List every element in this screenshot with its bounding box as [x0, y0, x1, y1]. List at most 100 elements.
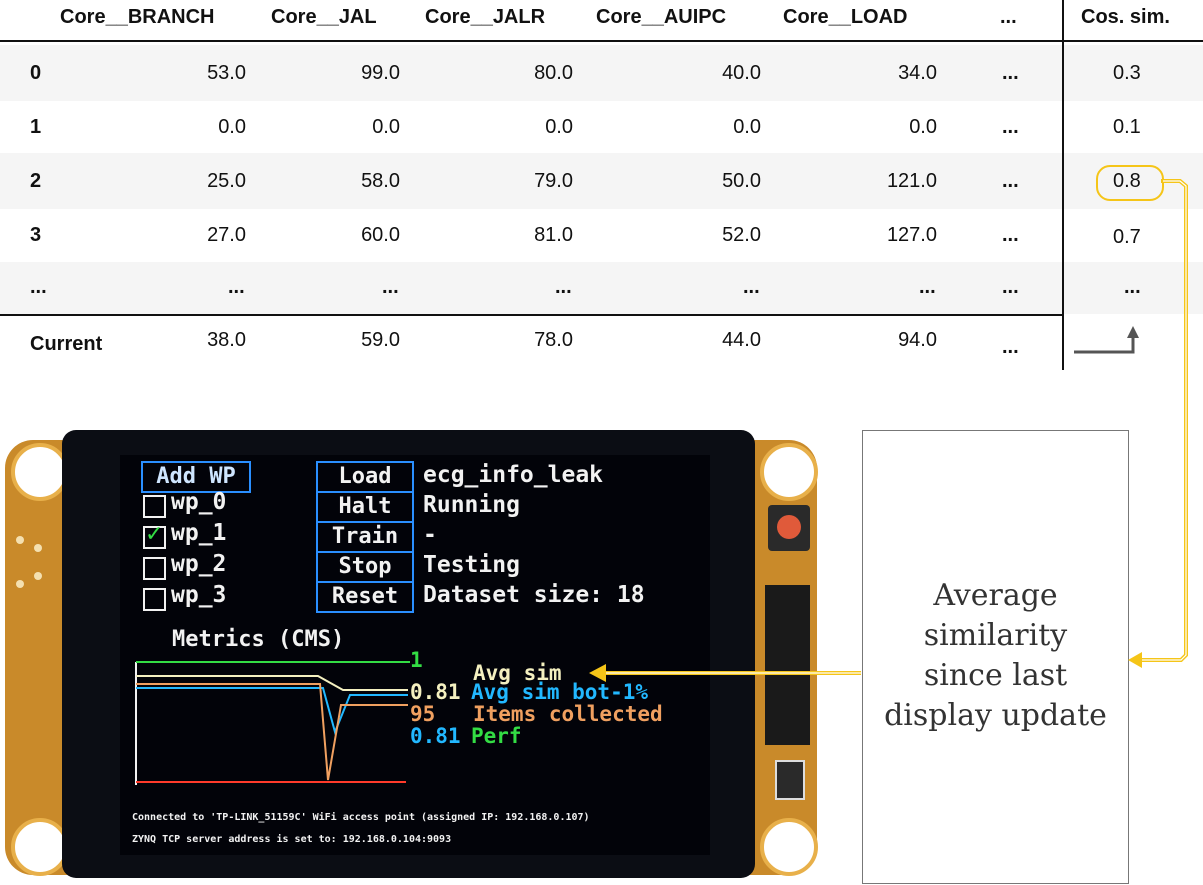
table-cell: 52.0: [722, 224, 761, 246]
table-cell-ellipsis: ...: [1002, 224, 1019, 246]
table-cell-ellipsis: ...: [743, 276, 760, 298]
table-header-row: Core__BRANCH Core__JAL Core__JALR Core__…: [0, 0, 1203, 40]
perf-value: 0.81: [410, 724, 461, 748]
table-cell-ellipsis: ...: [1002, 170, 1019, 192]
table-cell: 25.0: [207, 170, 246, 192]
led-component: [768, 505, 810, 551]
table-cell-ellipsis: ...: [1002, 276, 1019, 298]
add-wp-button[interactable]: Add WP: [141, 461, 251, 493]
loaded-program: ecg_info_leak: [423, 462, 604, 488]
table-cell-ellipsis: ...: [1002, 116, 1019, 138]
table-cell: 127.0: [886, 224, 937, 246]
wifi-status-text: Connected to 'TP-LINK_51159C' WiFi acces…: [132, 812, 590, 823]
table-cell: 53.0: [207, 62, 246, 84]
col-header: Core__LOAD: [783, 6, 908, 28]
table-cell-ellipsis: ...: [228, 276, 245, 298]
table-row: 2 25.0 58.0 79.0 50.0 121.0 ... 0.8: [0, 153, 1203, 209]
perf-label: Perf: [471, 724, 522, 748]
table-cell: 0.0: [372, 116, 400, 138]
table-cell: 78.0: [534, 329, 573, 351]
reset-button[interactable]: Reset: [316, 581, 414, 613]
arrow-head-icon: [589, 664, 606, 682]
table-cell: 94.0: [898, 329, 937, 351]
col-header: Core__JAL: [271, 6, 377, 28]
dataset-size: Dataset size: 18: [423, 582, 645, 608]
table-cell: 0.0: [218, 116, 246, 138]
table-cell: 99.0: [361, 62, 400, 84]
arrow-head-icon: [1128, 652, 1142, 668]
col-header: Core__AUIPC: [596, 6, 727, 28]
return-arrow: [1074, 336, 1135, 354]
up-arrow-icon: [1127, 326, 1139, 338]
table-row: ... ... ... ... ... ... ... ...: [0, 262, 1203, 314]
annotation-line: similarity: [923, 618, 1068, 653]
table-row: 0 53.0 99.0 80.0 40.0 34.0 ... 0.3: [0, 45, 1203, 101]
wp-label: wp_2: [171, 551, 227, 577]
mode-status: Testing: [423, 552, 520, 578]
cos-sim-cell-highlighted: 0.8: [1113, 170, 1141, 192]
table-row: 3 27.0 60.0 81.0 52.0 127.0 ... 0.7: [0, 209, 1203, 265]
lcd-display: [120, 455, 710, 855]
annotation-box: Average similarity since last display up…: [862, 430, 1129, 884]
mount-hole: [11, 818, 69, 876]
annotation-line: Average: [933, 578, 1058, 613]
wp-checkbox-checked[interactable]: ✓: [143, 522, 166, 549]
annotation-line: display update: [884, 698, 1107, 733]
table-cell: 79.0: [534, 170, 573, 192]
wp-checkbox[interactable]: [143, 557, 166, 580]
wp-label: wp_3: [171, 582, 227, 608]
row-index: 0: [30, 62, 42, 84]
row-index: Current: [30, 333, 103, 355]
table-cell: 58.0: [361, 170, 400, 192]
metrics-chart: [135, 661, 410, 785]
col-header: Cos. sim.: [1081, 6, 1170, 28]
table-cell: 40.0: [722, 62, 761, 84]
mount-hole: [11, 443, 69, 501]
series-line-avg-sim: [136, 675, 408, 691]
server-address-text: ZYNQ TCP server address is set to: 192.1…: [132, 834, 452, 845]
cos-sim-cell: 0.7: [1113, 226, 1141, 248]
cos-sim-cell: 0.3: [1113, 62, 1141, 84]
checkmark-icon: ✓: [145, 522, 164, 547]
table-cell: 60.0: [361, 224, 400, 246]
table-cell: 81.0: [534, 224, 573, 246]
table-cell: 0.0: [909, 116, 937, 138]
table-cell: 0.0: [733, 116, 761, 138]
table-cell-ellipsis: ...: [1002, 336, 1019, 358]
table-cell: 38.0: [207, 329, 246, 351]
table-cell: 80.0: [534, 62, 573, 84]
metrics-title: Metrics (CMS): [172, 627, 345, 652]
col-header: Core__JALR: [425, 6, 546, 28]
load-button[interactable]: Load: [316, 461, 414, 493]
wp-label: wp_1: [171, 520, 227, 546]
avg-sim-bot-value: 0.81: [410, 680, 461, 704]
table-cell: 0.0: [545, 116, 573, 138]
col-header: ...: [1000, 6, 1017, 28]
table-cell: 34.0: [898, 62, 937, 84]
wp-checkbox[interactable]: [143, 495, 166, 518]
mount-hole: [760, 443, 818, 501]
table-cell-ellipsis: ...: [382, 276, 399, 298]
avg-sim-label: Avg sim: [473, 661, 562, 685]
table-cell-ellipsis: ...: [555, 276, 572, 298]
table-cell: 59.0: [361, 329, 400, 351]
cos-sim-cell: 0.1: [1113, 116, 1141, 138]
mount-hole: [760, 818, 818, 876]
avg-sim-bot-label: Avg sim bot-1%: [471, 680, 649, 704]
table-cell-ellipsis: ...: [1002, 62, 1019, 84]
wp-label: wp_0: [171, 489, 227, 515]
table-row: 1 0.0 0.0 0.0 0.0 0.0 ... 0.1: [0, 101, 1203, 157]
table-cell: 27.0: [207, 224, 246, 246]
row-index: 3: [30, 224, 42, 246]
table-cell: 50.0: [722, 170, 761, 192]
wp-checkbox[interactable]: [143, 588, 166, 611]
annotation-text: Average similarity since last display up…: [863, 576, 1128, 736]
smd-component: [775, 760, 805, 800]
train-status: -: [423, 522, 437, 548]
pcb-pads: [14, 530, 54, 610]
items-value: 95: [410, 702, 436, 726]
header-divider: [0, 40, 1203, 42]
table-cell: 44.0: [722, 329, 761, 351]
side-connector: [765, 585, 810, 745]
